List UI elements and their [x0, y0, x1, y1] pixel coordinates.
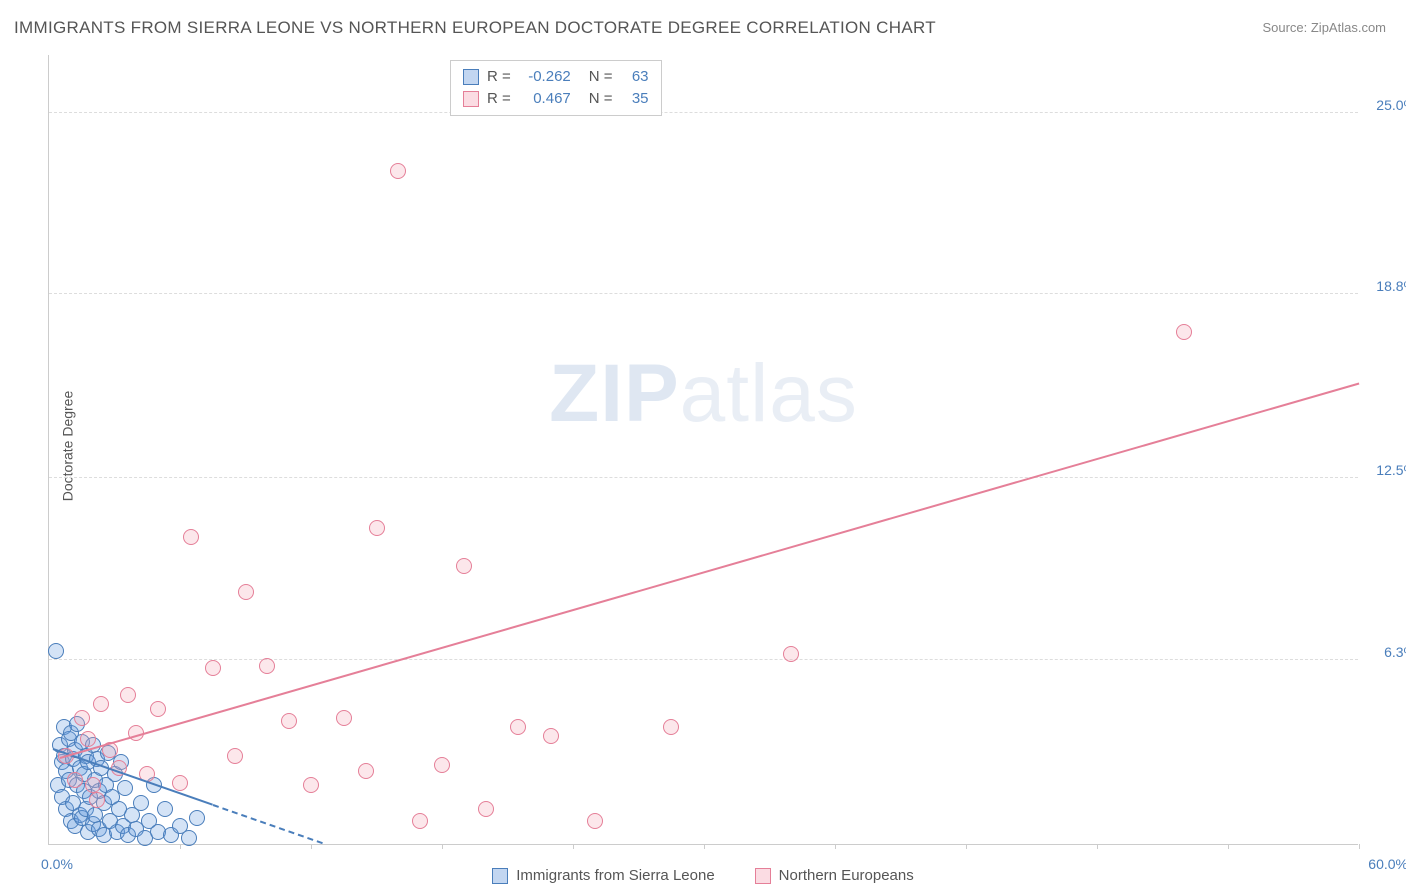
- gridline: [49, 112, 1358, 113]
- x-tick: [966, 844, 967, 849]
- scatter-point: [172, 775, 188, 791]
- stats-row: R = -0.262 N = 63: [463, 66, 649, 88]
- scatter-point: [478, 801, 494, 817]
- x-tick: [1359, 844, 1360, 849]
- gridline: [49, 659, 1358, 660]
- legend-swatch: [463, 91, 479, 107]
- scatter-point: [189, 810, 205, 826]
- scatter-point: [336, 710, 352, 726]
- scatter-point: [281, 713, 297, 729]
- scatter-point: [358, 763, 374, 779]
- x-tick: [442, 844, 443, 849]
- scatter-point: [93, 696, 109, 712]
- legend-swatch: [463, 69, 479, 85]
- legend-swatch: [492, 868, 508, 884]
- legend-swatch: [755, 868, 771, 884]
- scatter-point: [510, 719, 526, 735]
- stat-n-value: 35: [621, 88, 649, 110]
- chart-plot-area: ZIPatlas 0.0% 60.0% 6.3%12.5%18.8%25.0%: [48, 55, 1358, 845]
- stat-n-key: N =: [589, 88, 613, 110]
- stat-r-value: -0.262: [519, 66, 571, 88]
- scatter-point: [227, 748, 243, 764]
- trend-line: [212, 804, 322, 844]
- watermark-zip: ZIP: [549, 348, 680, 439]
- scatter-point: [412, 813, 428, 829]
- watermark: ZIPatlas: [549, 347, 858, 441]
- stat-n-key: N =: [589, 66, 613, 88]
- scatter-point: [74, 710, 90, 726]
- trend-line: [60, 383, 1360, 759]
- scatter-point: [434, 757, 450, 773]
- scatter-point: [150, 701, 166, 717]
- chart-title: IMMIGRANTS FROM SIERRA LEONE VS NORTHERN…: [14, 18, 936, 38]
- scatter-point: [80, 731, 96, 747]
- scatter-point: [205, 660, 221, 676]
- scatter-point: [89, 792, 105, 808]
- x-tick: [1097, 844, 1098, 849]
- scatter-point: [120, 687, 136, 703]
- legend-item: Northern Europeans: [755, 867, 914, 884]
- scatter-point: [1176, 324, 1192, 340]
- stat-n-value: 63: [621, 66, 649, 88]
- legend-label: Northern Europeans: [779, 867, 914, 884]
- scatter-point: [587, 813, 603, 829]
- y-tick-label: 6.3%: [1384, 644, 1406, 660]
- scatter-point: [783, 646, 799, 662]
- watermark-atlas: atlas: [680, 348, 858, 439]
- scatter-point: [303, 777, 319, 793]
- scatter-point: [456, 558, 472, 574]
- stat-r-key: R =: [487, 66, 511, 88]
- source-label: Source: ZipAtlas.com: [1262, 20, 1386, 35]
- scatter-point: [67, 772, 83, 788]
- scatter-point: [390, 163, 406, 179]
- x-tick: [704, 844, 705, 849]
- y-tick-label: 12.5%: [1376, 462, 1406, 478]
- scatter-point: [369, 520, 385, 536]
- x-tick: [1228, 844, 1229, 849]
- scatter-point: [663, 719, 679, 735]
- series-legend: Immigrants from Sierra Leone Northern Eur…: [0, 867, 1406, 884]
- stat-r-key: R =: [487, 88, 511, 110]
- scatter-point: [259, 658, 275, 674]
- scatter-point: [117, 780, 133, 796]
- x-tick: [573, 844, 574, 849]
- legend-label: Immigrants from Sierra Leone: [516, 867, 714, 884]
- gridline: [49, 477, 1358, 478]
- scatter-point: [543, 728, 559, 744]
- scatter-point: [157, 801, 173, 817]
- x-tick: [835, 844, 836, 849]
- scatter-point: [183, 529, 199, 545]
- correlation-stats-legend: R = -0.262 N = 63 R = 0.467 N = 35: [450, 60, 662, 116]
- y-tick-label: 18.8%: [1376, 278, 1406, 294]
- legend-item: Immigrants from Sierra Leone: [492, 867, 714, 884]
- scatter-point: [133, 795, 149, 811]
- gridline: [49, 293, 1358, 294]
- stats-row: R = 0.467 N = 35: [463, 88, 649, 110]
- scatter-point: [181, 830, 197, 846]
- x-tick: [311, 844, 312, 849]
- scatter-point: [85, 777, 101, 793]
- scatter-point: [48, 643, 64, 659]
- y-tick-label: 25.0%: [1376, 97, 1406, 113]
- scatter-point: [238, 584, 254, 600]
- x-tick: [180, 844, 181, 849]
- stat-r-value: 0.467: [519, 88, 571, 110]
